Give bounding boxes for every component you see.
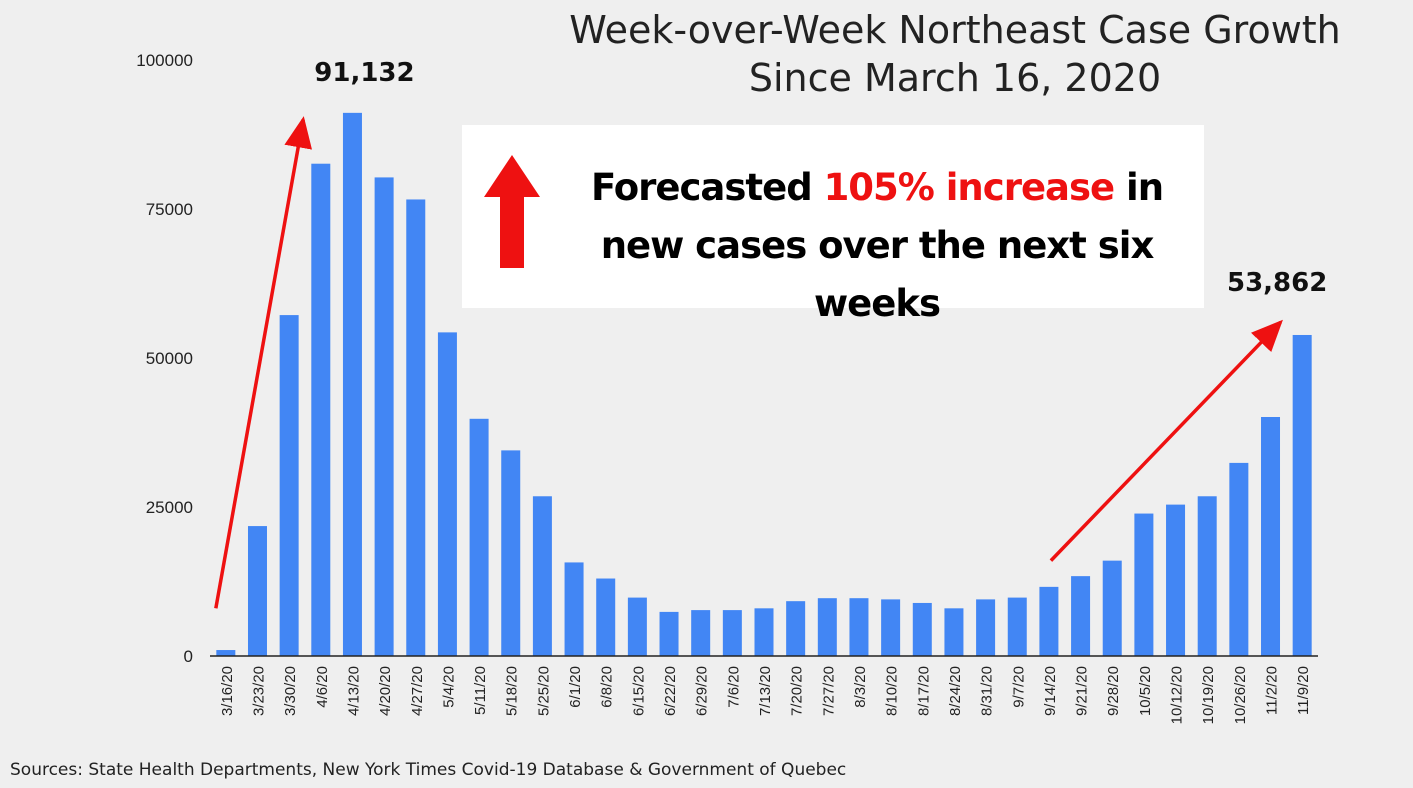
- x-tick-label: 11/9/20: [1295, 666, 1312, 715]
- y-tick-label: 25000: [146, 498, 193, 517]
- peak-value-label: 91,132: [314, 58, 414, 88]
- bar: [1039, 586, 1059, 656]
- chart-title: Week-over-Week Northeast Case Growth: [569, 8, 1341, 52]
- x-tick-label: 10/19/20: [1200, 666, 1217, 724]
- x-tick-label: 6/22/20: [662, 666, 679, 716]
- bar: [564, 562, 584, 656]
- x-tick-label: 9/21/20: [1074, 666, 1091, 716]
- bar: [912, 602, 932, 656]
- x-tick-label: 6/15/20: [630, 666, 647, 716]
- bar: [1292, 334, 1312, 656]
- bar: [976, 599, 996, 656]
- bar: [247, 526, 267, 656]
- x-tick-label: 8/17/20: [915, 666, 932, 716]
- bar: [1166, 504, 1186, 656]
- growth-arrow-left: [214, 116, 313, 609]
- bar: [1102, 560, 1122, 656]
- x-tick-label: 9/7/20: [1010, 666, 1027, 708]
- bar: [596, 578, 616, 656]
- x-axis-ticks: 3/16/20 3/23/20 3/30/20 4/6/20 4/13/20 4/20/2…: [219, 666, 1312, 724]
- bar: [849, 598, 869, 656]
- bar: [786, 601, 806, 656]
- bar: [374, 177, 394, 657]
- x-tick-label: 9/14/20: [1042, 666, 1059, 716]
- x-tick-label: 11/2/20: [1264, 666, 1281, 715]
- bar: [279, 315, 299, 656]
- y-tick-label: 75000: [146, 200, 193, 219]
- x-tick-label: 8/31/20: [979, 666, 996, 716]
- bar: [1134, 513, 1154, 656]
- x-tick-label: 5/11/20: [472, 666, 489, 715]
- latest-value-label: 53,862: [1227, 268, 1327, 298]
- bar: [754, 608, 774, 656]
- x-tick-label: 6/8/20: [599, 666, 616, 708]
- bar: [501, 450, 521, 656]
- bar: [627, 597, 647, 656]
- x-tick-label: 5/18/20: [504, 666, 521, 716]
- bar: [659, 611, 679, 656]
- bar: [437, 332, 457, 656]
- x-tick-label: 6/29/20: [694, 666, 711, 716]
- bars: [216, 112, 1312, 657]
- forecast-highlight: 105% increase: [823, 166, 1116, 209]
- y-tick-label: 50000: [146, 349, 193, 368]
- x-tick-label: 4/27/20: [409, 666, 426, 716]
- chart-subtitle: Since March 16, 2020: [748, 56, 1162, 100]
- x-tick-label: 7/20/20: [789, 666, 806, 716]
- forecast-callout: Forecasted 105% increase in new cases ov…: [462, 125, 1204, 325]
- source-note: Sources: State Health Departments, New Y…: [10, 760, 847, 780]
- x-tick-label: 3/23/20: [250, 666, 267, 716]
- bar: [469, 418, 489, 656]
- x-tick-label: 4/13/20: [345, 666, 362, 716]
- bar: [342, 112, 362, 657]
- x-tick-label: 10/5/20: [1137, 666, 1154, 716]
- up-arrow-icon: [484, 155, 540, 268]
- x-tick-label: 10/26/20: [1232, 666, 1249, 724]
- y-tick-label: 100000: [136, 51, 193, 70]
- x-tick-label: 3/30/20: [282, 666, 299, 716]
- bar: [1007, 597, 1027, 656]
- y-axis-ticks: 0 25000 50000 75000 100000: [136, 51, 193, 666]
- forecast-suffix: in new cases over the next six weeks: [600, 166, 1164, 325]
- chart-title-block: Week-over-Week Northeast Case Growth Sin…: [500, 6, 1410, 102]
- forecast-text: Forecasted 105% increase in new cases ov…: [562, 159, 1192, 333]
- bar: [216, 650, 236, 656]
- bar: [1261, 417, 1281, 656]
- x-tick-label: 5/4/20: [440, 666, 457, 708]
- x-tick-label: 9/28/20: [1105, 666, 1122, 716]
- x-tick-label: 7/13/20: [757, 666, 774, 716]
- x-tick-label: 8/3/20: [852, 666, 869, 708]
- x-tick-label: 6/1/20: [567, 666, 584, 708]
- x-tick-label: 7/27/20: [820, 666, 837, 716]
- x-tick-label: 5/25/20: [535, 666, 552, 716]
- growth-arrow-right: [1049, 319, 1283, 562]
- y-tick-label: 0: [184, 647, 193, 666]
- x-tick-label: 8/24/20: [947, 666, 964, 716]
- x-tick-label: 4/6/20: [314, 666, 331, 708]
- x-tick-label: 4/20/20: [377, 666, 394, 716]
- bar: [944, 608, 964, 656]
- bar: [532, 496, 552, 656]
- x-tick-label: 10/12/20: [1169, 666, 1186, 724]
- bar: [1229, 462, 1249, 656]
- x-tick-label: 7/6/20: [725, 666, 742, 708]
- bar: [691, 610, 711, 656]
- x-tick-label: 8/10/20: [884, 666, 901, 716]
- x-tick-label: 3/16/20: [219, 666, 236, 716]
- bar: [311, 163, 331, 657]
- bar: [817, 598, 837, 656]
- bar: [406, 199, 426, 657]
- forecast-prefix: Forecasted: [590, 166, 824, 209]
- bar: [1197, 496, 1217, 656]
- bar: [722, 610, 742, 656]
- bar: [881, 599, 901, 656]
- bar: [1071, 576, 1091, 656]
